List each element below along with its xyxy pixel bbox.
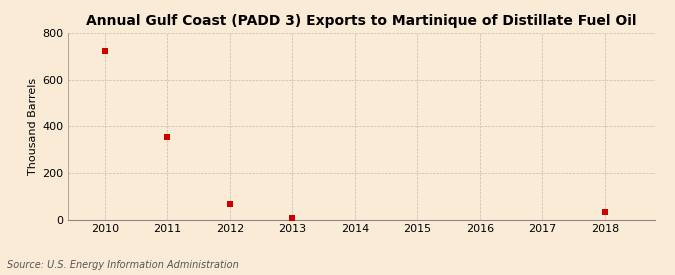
Point [287, 215, 298, 220]
Point [162, 135, 173, 139]
Title: Annual Gulf Coast (PADD 3) Exports to Martinique of Distillate Fuel Oil: Annual Gulf Coast (PADD 3) Exports to Ma… [86, 14, 637, 28]
Point [225, 202, 236, 206]
Y-axis label: Thousand Barrels: Thousand Barrels [28, 78, 38, 175]
Point [100, 48, 111, 53]
Text: Source: U.S. Energy Information Administration: Source: U.S. Energy Information Administ… [7, 260, 238, 270]
Point [599, 210, 610, 214]
